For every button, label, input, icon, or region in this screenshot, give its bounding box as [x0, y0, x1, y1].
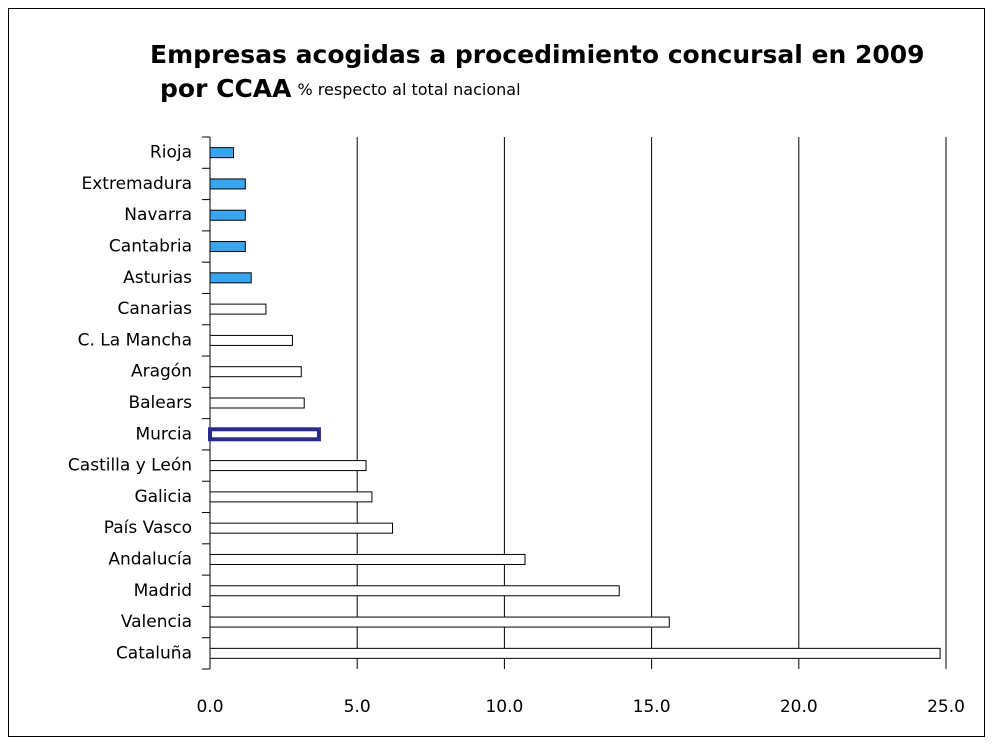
x-tick-label: 25.0 — [927, 697, 965, 717]
y-tick-label: Valencia — [121, 612, 192, 632]
x-tick-label: 5.0 — [344, 697, 371, 717]
x-tick-label: 10.0 — [485, 697, 523, 717]
chart-title: por CCAA % respecto al total nacional — [160, 74, 521, 103]
bar — [209, 209, 246, 221]
y-tick-label: Murcia — [135, 424, 192, 444]
y-tick-label: Navarra — [124, 205, 192, 225]
bar — [209, 616, 670, 628]
bar — [209, 366, 302, 378]
y-tick-label: Extremadura — [82, 174, 193, 194]
y-tick-label: Balears — [128, 393, 192, 413]
chart-title-line: por CCAA — [160, 74, 292, 103]
bar — [209, 147, 235, 159]
bar — [209, 334, 293, 346]
x-tick-label: 20.0 — [780, 697, 818, 717]
y-tick-label: Cantabria — [109, 237, 192, 257]
x-tick-label: 0.0 — [196, 697, 223, 717]
y-tick-label: Galicia — [134, 487, 192, 507]
y-tick-label: Rioja — [150, 143, 192, 163]
bar — [209, 272, 252, 284]
bar — [208, 427, 321, 442]
y-tick-label: C. La Mancha — [78, 330, 192, 350]
bar — [209, 460, 367, 472]
bar — [209, 178, 246, 190]
y-tick-label: Aragón — [131, 362, 192, 382]
y-tick-label: Castilla y León — [68, 456, 192, 476]
frame — [8, 8, 985, 737]
chart-subtitle: % respecto al total nacional — [298, 80, 521, 99]
y-tick-label: Madrid — [134, 581, 192, 601]
bar — [209, 553, 526, 565]
bar — [209, 303, 267, 315]
y-tick-label: Asturias — [123, 268, 192, 288]
y-tick-label: Canarias — [118, 299, 193, 319]
bar — [209, 491, 373, 503]
bar — [209, 241, 246, 253]
bar — [209, 647, 941, 659]
y-tick-label: Cataluña — [116, 643, 192, 663]
bar — [209, 585, 620, 597]
chart-title: Empresas acogidas a procedimiento concur… — [150, 40, 925, 69]
y-tick-label: Andalucía — [108, 549, 192, 569]
bar — [209, 397, 305, 409]
bar — [209, 522, 394, 534]
y-tick-label: País Vasco — [104, 518, 192, 538]
x-tick-label: 15.0 — [633, 697, 671, 717]
